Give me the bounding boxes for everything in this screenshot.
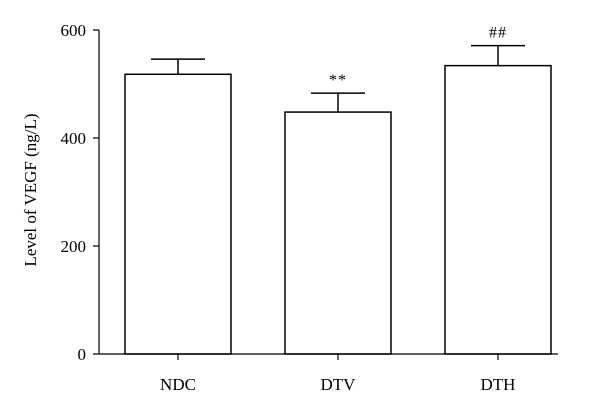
- y-tick-label: 400: [61, 129, 87, 148]
- bar-dtv: [284, 111, 392, 355]
- bar-dth: [444, 64, 552, 355]
- category-label: DTV: [321, 375, 357, 394]
- category-label: DTH: [481, 375, 516, 394]
- y-axis-label: Level of VEGF (ng/L): [21, 113, 40, 266]
- y-tick-label: 0: [78, 345, 87, 364]
- y-tick-label: 200: [61, 237, 87, 256]
- y-tick-label: 600: [61, 21, 87, 40]
- significance-marker: ##: [489, 25, 507, 42]
- bars: NDC DTV ** DTH ##: [124, 25, 552, 394]
- bar-ndc: [124, 73, 232, 355]
- y-axis-ticks: 0 200 400 600: [61, 21, 99, 364]
- category-label: NDC: [160, 375, 196, 394]
- significance-marker: **: [329, 72, 347, 89]
